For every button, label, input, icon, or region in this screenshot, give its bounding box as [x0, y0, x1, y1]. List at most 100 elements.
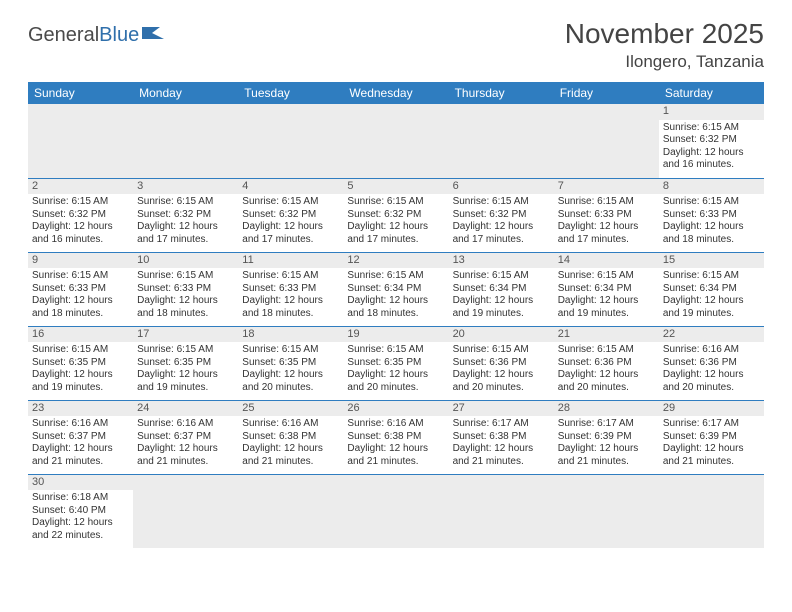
day-number: 17 [133, 327, 238, 343]
sunset-line: Sunset: 6:33 PM [663, 209, 760, 222]
sunset-line: Sunset: 6:38 PM [347, 431, 444, 444]
calendar-day-cell: 11Sunrise: 6:15 AMSunset: 6:33 PMDayligh… [238, 252, 343, 326]
sunset-line: Sunset: 6:32 PM [663, 134, 760, 147]
calendar-day-cell: 8Sunrise: 6:15 AMSunset: 6:33 PMDaylight… [659, 178, 764, 252]
calendar-empty-cell [133, 104, 238, 178]
sunset-line: Sunset: 6:32 PM [137, 209, 234, 222]
sunrise-line: Sunrise: 6:15 AM [558, 270, 655, 283]
day-number: 18 [238, 327, 343, 343]
weekday-header: Sunday [28, 82, 133, 104]
sunset-line: Sunset: 6:39 PM [558, 431, 655, 444]
calendar-day-cell: 30Sunrise: 6:18 AMSunset: 6:40 PMDayligh… [28, 474, 133, 548]
sunset-line: Sunset: 6:35 PM [347, 357, 444, 370]
calendar-day-cell: 14Sunrise: 6:15 AMSunset: 6:34 PMDayligh… [554, 252, 659, 326]
day-number: 16 [28, 327, 133, 343]
sunset-line: Sunset: 6:34 PM [558, 283, 655, 296]
calendar-empty-cell [449, 474, 554, 548]
sunset-line: Sunset: 6:32 PM [453, 209, 550, 222]
sunset-line: Sunset: 6:35 PM [32, 357, 129, 370]
day-number: 5 [343, 179, 448, 195]
calendar-day-cell: 1Sunrise: 6:15 AMSunset: 6:32 PMDaylight… [659, 104, 764, 178]
sunrise-line: Sunrise: 6:15 AM [453, 270, 550, 283]
sunrise-line: Sunrise: 6:15 AM [137, 344, 234, 357]
sunrise-line: Sunrise: 6:17 AM [453, 418, 550, 431]
sunset-line: Sunset: 6:33 PM [32, 283, 129, 296]
weekday-header: Tuesday [238, 82, 343, 104]
sunrise-line: Sunrise: 6:18 AM [32, 492, 129, 505]
daylight-line: Daylight: 12 hours and 21 minutes. [137, 443, 234, 468]
sunrise-line: Sunrise: 6:15 AM [663, 270, 760, 283]
calendar-day-cell: 5Sunrise: 6:15 AMSunset: 6:32 PMDaylight… [343, 178, 448, 252]
day-number: 19 [343, 327, 448, 343]
calendar-day-cell: 7Sunrise: 6:15 AMSunset: 6:33 PMDaylight… [554, 178, 659, 252]
sunset-line: Sunset: 6:33 PM [558, 209, 655, 222]
daylight-line: Daylight: 12 hours and 22 minutes. [32, 517, 129, 542]
calendar-day-cell: 25Sunrise: 6:16 AMSunset: 6:38 PMDayligh… [238, 400, 343, 474]
calendar-table: SundayMondayTuesdayWednesdayThursdayFrid… [28, 82, 764, 548]
calendar-empty-cell [238, 474, 343, 548]
calendar-day-cell: 2Sunrise: 6:15 AMSunset: 6:32 PMDaylight… [28, 178, 133, 252]
day-number: 10 [133, 253, 238, 269]
calendar-day-cell: 26Sunrise: 6:16 AMSunset: 6:38 PMDayligh… [343, 400, 448, 474]
sunrise-line: Sunrise: 6:15 AM [32, 344, 129, 357]
weekday-header: Saturday [659, 82, 764, 104]
month-title: November 2025 [565, 18, 764, 50]
day-number: 8 [659, 179, 764, 195]
sunrise-line: Sunrise: 6:15 AM [137, 270, 234, 283]
calendar-empty-cell [28, 104, 133, 178]
sunrise-line: Sunrise: 6:15 AM [242, 270, 339, 283]
sunset-line: Sunset: 6:32 PM [347, 209, 444, 222]
logo-flag-icon [142, 24, 164, 47]
sunset-line: Sunset: 6:40 PM [32, 505, 129, 518]
day-number: 21 [554, 327, 659, 343]
calendar-day-cell: 19Sunrise: 6:15 AMSunset: 6:35 PMDayligh… [343, 326, 448, 400]
calendar-week-row: 30Sunrise: 6:18 AMSunset: 6:40 PMDayligh… [28, 474, 764, 548]
day-number: 14 [554, 253, 659, 269]
calendar-day-cell: 29Sunrise: 6:17 AMSunset: 6:39 PMDayligh… [659, 400, 764, 474]
calendar-day-cell: 22Sunrise: 6:16 AMSunset: 6:36 PMDayligh… [659, 326, 764, 400]
sunrise-line: Sunrise: 6:15 AM [558, 196, 655, 209]
logo-text-blue: Blue [99, 24, 139, 47]
sunrise-line: Sunrise: 6:16 AM [663, 344, 760, 357]
title-block: November 2025 Ilongero, Tanzania [565, 18, 764, 72]
daylight-line: Daylight: 12 hours and 20 minutes. [663, 369, 760, 394]
sunset-line: Sunset: 6:32 PM [32, 209, 129, 222]
calendar-day-cell: 6Sunrise: 6:15 AMSunset: 6:32 PMDaylight… [449, 178, 554, 252]
daylight-line: Daylight: 12 hours and 20 minutes. [453, 369, 550, 394]
calendar-day-cell: 10Sunrise: 6:15 AMSunset: 6:33 PMDayligh… [133, 252, 238, 326]
sunset-line: Sunset: 6:33 PM [137, 283, 234, 296]
day-number: 20 [449, 327, 554, 343]
daylight-line: Daylight: 12 hours and 18 minutes. [242, 295, 339, 320]
sunset-line: Sunset: 6:37 PM [32, 431, 129, 444]
daylight-line: Daylight: 12 hours and 18 minutes. [137, 295, 234, 320]
daylight-line: Daylight: 12 hours and 19 minutes. [663, 295, 760, 320]
day-number: 6 [449, 179, 554, 195]
sunset-line: Sunset: 6:34 PM [663, 283, 760, 296]
sunset-line: Sunset: 6:39 PM [663, 431, 760, 444]
day-number: 13 [449, 253, 554, 269]
daylight-line: Daylight: 12 hours and 17 minutes. [137, 221, 234, 246]
sunset-line: Sunset: 6:33 PM [242, 283, 339, 296]
daylight-line: Daylight: 12 hours and 18 minutes. [663, 221, 760, 246]
calendar-empty-cell [449, 104, 554, 178]
sunrise-line: Sunrise: 6:15 AM [558, 344, 655, 357]
calendar-week-row: 2Sunrise: 6:15 AMSunset: 6:32 PMDaylight… [28, 178, 764, 252]
daylight-line: Daylight: 12 hours and 17 minutes. [558, 221, 655, 246]
calendar-empty-cell [343, 104, 448, 178]
sunset-line: Sunset: 6:35 PM [242, 357, 339, 370]
day-number: 24 [133, 401, 238, 417]
calendar-day-cell: 23Sunrise: 6:16 AMSunset: 6:37 PMDayligh… [28, 400, 133, 474]
daylight-line: Daylight: 12 hours and 19 minutes. [32, 369, 129, 394]
day-number: 15 [659, 253, 764, 269]
calendar-week-row: 9Sunrise: 6:15 AMSunset: 6:33 PMDaylight… [28, 252, 764, 326]
sunrise-line: Sunrise: 6:15 AM [663, 196, 760, 209]
weekday-header-row: SundayMondayTuesdayWednesdayThursdayFrid… [28, 82, 764, 104]
calendar-body: 1Sunrise: 6:15 AMSunset: 6:32 PMDaylight… [28, 104, 764, 548]
sunrise-line: Sunrise: 6:16 AM [242, 418, 339, 431]
day-number: 22 [659, 327, 764, 343]
logo-text-general: General [28, 24, 99, 47]
day-number: 9 [28, 253, 133, 269]
calendar-day-cell: 12Sunrise: 6:15 AMSunset: 6:34 PMDayligh… [343, 252, 448, 326]
header: GeneralBlue November 2025 Ilongero, Tanz… [28, 18, 764, 72]
day-number: 27 [449, 401, 554, 417]
